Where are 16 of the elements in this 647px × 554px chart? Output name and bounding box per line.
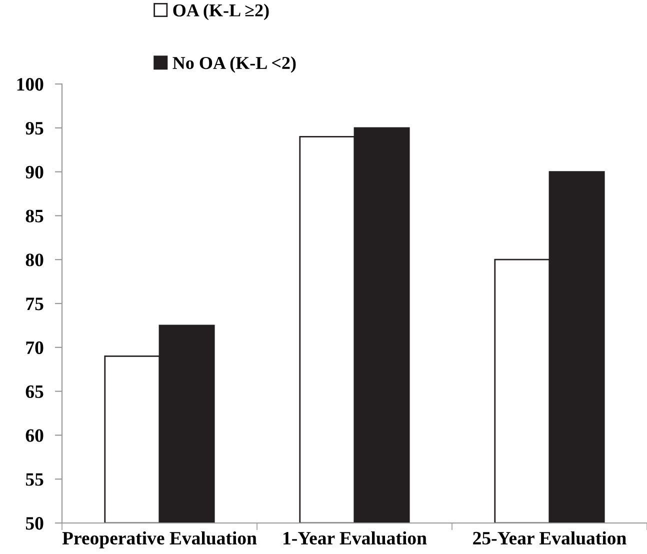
y-tick-label: 70 — [26, 341, 44, 354]
y-tick-label: 80 — [26, 254, 44, 266]
y-tick-label: 95 — [26, 122, 44, 135]
legend-label: No OA (K-L <2) — [172, 56, 296, 73]
y-tick-label: 100 — [17, 78, 44, 91]
y-tick-label: 55 — [26, 473, 44, 486]
x-tick-label: 1-Year Evaluation — [284, 531, 427, 545]
x-tick-label: 25-Year Evaluation — [473, 531, 626, 545]
y-tick-label: 90 — [26, 166, 44, 178]
x-tick-label: Preoperative Evaluation — [62, 531, 257, 548]
y-tick-label: 60 — [26, 429, 44, 442]
y-tick-label: 65 — [26, 385, 44, 398]
y-tick-label: 85 — [26, 210, 44, 222]
y-tick-label: 50 — [26, 517, 44, 530]
legend-label: OA (K-L ≥2) — [173, 4, 269, 20]
y-tick-label: 75 — [26, 298, 44, 310]
